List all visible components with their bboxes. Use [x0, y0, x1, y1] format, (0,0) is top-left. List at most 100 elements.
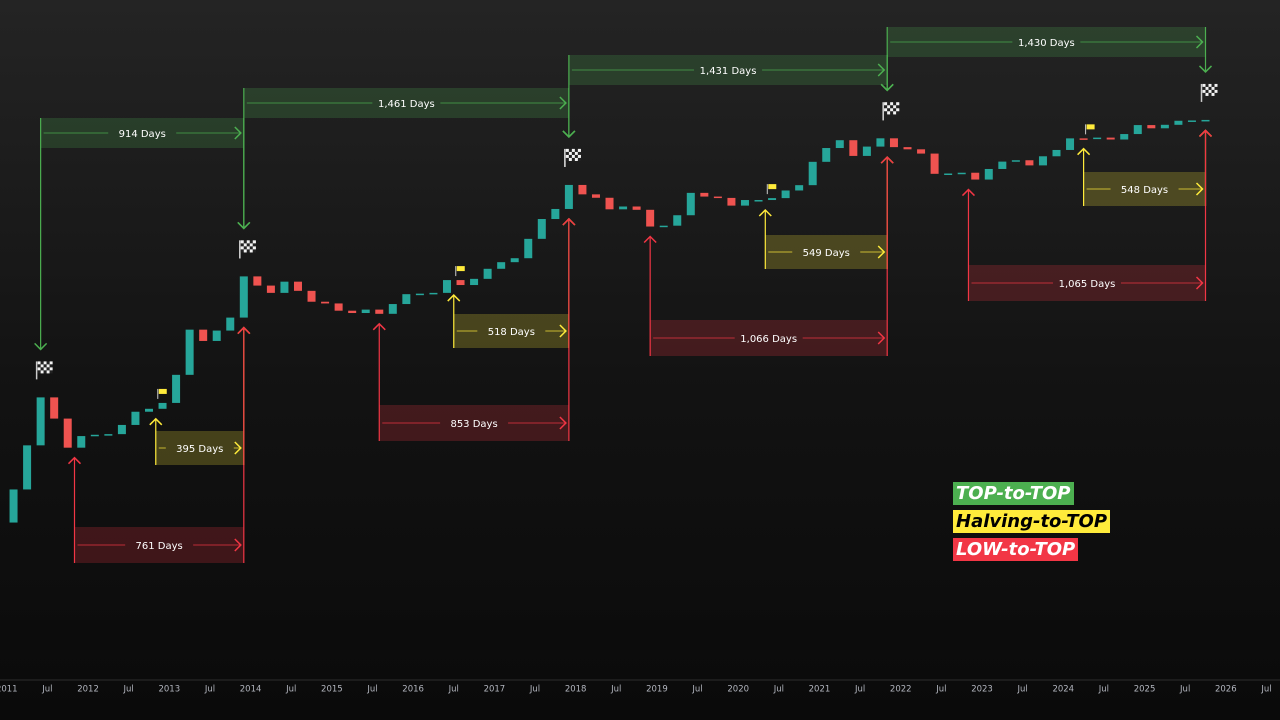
- flag-cell: [49, 370, 53, 374]
- candle: [199, 329, 208, 341]
- candle: [795, 185, 804, 191]
- candle: [63, 418, 72, 448]
- x-tick-label: Jul: [285, 685, 296, 695]
- flag-cell: [887, 105, 891, 109]
- x-tick-label: 2020: [727, 685, 749, 695]
- candle: [497, 262, 506, 269]
- arrow-head: [961, 188, 975, 197]
- checkered-flag: [564, 148, 581, 167]
- flag-cell: [1208, 86, 1212, 90]
- flag-cell: [1214, 83, 1218, 87]
- flag-cell: [1202, 92, 1206, 96]
- candle: [1038, 156, 1047, 166]
- flag-cell: [574, 151, 578, 155]
- candle: [1052, 149, 1061, 157]
- candle: [77, 436, 86, 448]
- flag-cell: [243, 249, 247, 253]
- candle: [998, 161, 1007, 169]
- flag-cell: [896, 111, 900, 115]
- flag-cell: [1214, 86, 1218, 90]
- candle: [104, 434, 113, 436]
- legend-entry: Halving-to-TOP: [953, 510, 1111, 533]
- flag-cell: [252, 240, 256, 244]
- flag-cell: [249, 246, 253, 250]
- flag-cell: [896, 102, 900, 106]
- arrow-head: [877, 63, 886, 77]
- candle: [50, 397, 59, 419]
- span-label: 914 Days: [119, 129, 166, 140]
- x-tick-label: Jul: [935, 685, 946, 695]
- x-tick-label: 2016: [402, 685, 424, 695]
- flag-cell: [252, 246, 256, 250]
- x-tick-label: Jul: [1017, 685, 1028, 695]
- flag-cell: [49, 361, 53, 365]
- flag-cell: [243, 240, 247, 244]
- arrow-head: [234, 126, 242, 140]
- x-tick-label: Jul: [366, 685, 377, 695]
- flag-cell: [37, 370, 41, 374]
- candle: [944, 173, 953, 176]
- candle: [158, 402, 167, 409]
- arrow-head: [880, 83, 894, 92]
- flag-cloth: [768, 184, 777, 190]
- flag-cell: [887, 111, 891, 115]
- span-label: 1,065 Days: [1059, 279, 1116, 290]
- candle: [984, 168, 993, 180]
- candle: [524, 238, 533, 259]
- flag-cell: [43, 361, 47, 365]
- flag-cell: [1211, 89, 1215, 93]
- flag-cell: [896, 108, 900, 112]
- arrow-head: [643, 235, 657, 244]
- checkered-flag: [239, 240, 256, 259]
- candle: [307, 290, 316, 302]
- flag-cell: [887, 108, 891, 112]
- arrow-head: [447, 293, 461, 302]
- candle: [1106, 137, 1115, 140]
- flag-cell: [240, 240, 244, 244]
- legend: TOP-to-TOP Halving-to-TOP LOW-to-TOP: [953, 482, 1111, 566]
- candle: [822, 148, 831, 162]
- arrow-head: [1077, 147, 1091, 156]
- x-tick-label: 2013: [158, 685, 180, 695]
- flag-cell: [568, 154, 572, 158]
- flag-cell: [565, 148, 569, 152]
- flag-cell: [252, 243, 256, 247]
- flag-cell: [249, 243, 253, 247]
- span-label: 1,430 Days: [1018, 38, 1075, 49]
- flag-cell: [1214, 92, 1218, 96]
- flag-cell: [1211, 92, 1215, 96]
- flag-cell: [565, 154, 569, 158]
- candle: [90, 434, 99, 437]
- candle: [415, 293, 424, 296]
- flag-cell: [46, 370, 50, 374]
- flag-cell: [574, 157, 578, 161]
- arrow-head: [67, 456, 82, 465]
- flag-cell: [49, 367, 53, 371]
- flag-cell: [40, 364, 44, 368]
- candle: [1025, 160, 1034, 166]
- flag-cell: [890, 111, 894, 115]
- x-tick-label: 2023: [971, 685, 993, 695]
- flag-cell: [577, 154, 581, 158]
- flag-cloth: [158, 388, 167, 394]
- candle: [293, 281, 302, 291]
- candle: [483, 268, 492, 279]
- candle: [605, 197, 614, 210]
- flag-cell: [568, 148, 572, 152]
- span-label: 548 Days: [1121, 185, 1168, 196]
- flag-cell: [571, 157, 575, 161]
- candle: [849, 140, 858, 156]
- candle: [172, 374, 181, 403]
- candle: [808, 161, 817, 186]
- candle: [1011, 160, 1020, 162]
- x-tick-label: Jul: [204, 685, 215, 695]
- candle: [361, 309, 370, 314]
- candle: [212, 330, 221, 341]
- flag-cell: [1205, 83, 1209, 87]
- candle: [537, 219, 546, 239]
- arrow-head: [234, 441, 242, 455]
- span-label: 1,461 Days: [378, 99, 435, 110]
- arrow-head: [880, 156, 894, 164]
- candle: [185, 329, 194, 375]
- x-tick-label: 2022: [890, 685, 912, 695]
